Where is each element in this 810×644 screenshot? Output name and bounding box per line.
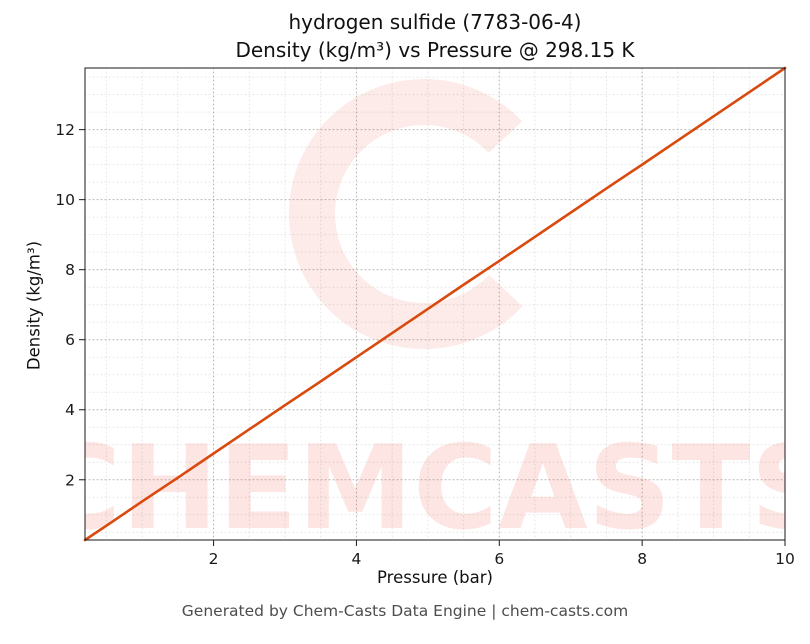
- chart-title-line2: Density (kg/m³) vs Pressure @ 298.15 K: [235, 38, 635, 62]
- y-tick-label: 2: [65, 471, 75, 489]
- x-tick-label: 4: [351, 550, 361, 568]
- data-line-density: [83, 66, 787, 542]
- watermark-text: CHEMCASTS: [36, 421, 810, 556]
- watermark-c-logo-icon: [289, 79, 559, 349]
- footer-credit: Generated by Chem-Casts Data Engine | ch…: [181, 602, 629, 620]
- y-axis-label: Density (kg/m³): [24, 240, 44, 371]
- x-tick-label: 10: [775, 550, 795, 568]
- watermark: CHEMCASTS: [36, 79, 810, 556]
- x-tick-label: 6: [494, 550, 504, 568]
- x-axis-label: Pressure (bar): [377, 568, 493, 587]
- y-tick-label: 6: [65, 331, 75, 349]
- y-tick-label: 8: [65, 261, 75, 279]
- y-tick-label: 4: [65, 401, 75, 419]
- plot-frame: [84, 67, 786, 541]
- y-tick-label: 10: [55, 191, 75, 209]
- x-tick-label: 2: [209, 550, 219, 568]
- chart-title-line1: hydrogen sulfide (7783-06-4): [288, 10, 582, 34]
- x-tick-label: 8: [637, 550, 647, 568]
- y-tick-label: 12: [55, 121, 75, 139]
